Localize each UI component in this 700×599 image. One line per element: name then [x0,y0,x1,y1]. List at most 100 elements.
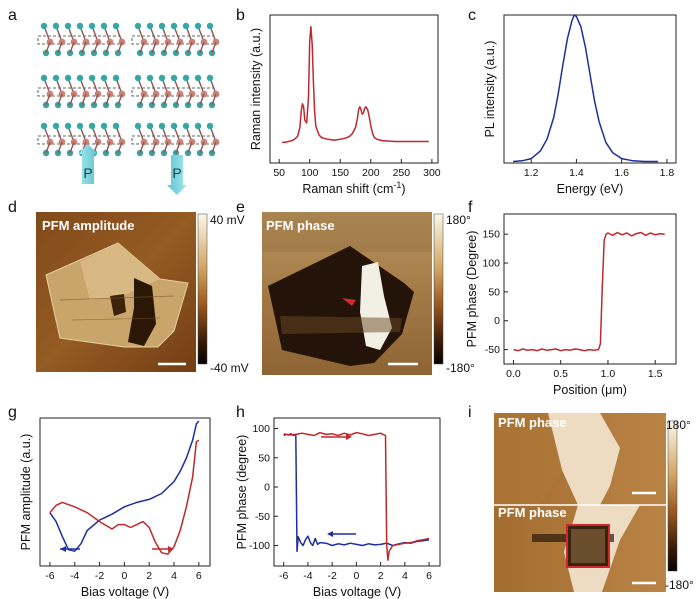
chart-g-xtick-label: 2 [146,570,152,582]
chart-h-xlabel: Bias voltage (V) [313,585,401,599]
chart-b-ylabel: Raman intensity (a.u.) [249,28,263,150]
chart-h-ytick-label: 0 [264,482,270,494]
chart-b-xlabel: Raman shift (cm-1) [302,180,405,196]
chart-g-xtick-label: -6 [45,570,54,582]
chart-f-ytick-label: 0 [494,315,500,327]
chart-h-ytick-label: -100 [249,540,270,552]
chart-f-series-0-line [513,231,665,352]
panel-label-i: i [468,404,472,421]
colorbar-i-max: 180° [666,418,691,432]
chart-f-xlabel: Position (μm) [553,383,627,397]
crystal-structure-left [37,22,126,157]
chart-h-ytick-label: -50 [255,511,270,523]
crystal-structure-right [131,22,220,157]
chart-c-xtick-label: 1.8 [660,167,675,179]
panel-label-f: f [468,199,473,216]
chart-phase-profile: 0.0 0.5 1.0 1.5 -50 0 50 100 150 Position (μm) PFM… [465,213,677,397]
chart-h-xtick-label: 4 [402,570,408,582]
sweep-arrows-g [60,546,174,552]
colorbar-d-min: -40 mV [210,361,249,375]
chart-h-series-1-line [283,431,430,561]
panel-label-h: h [236,404,245,421]
chart-b-xtick-label: 250 [393,167,411,179]
chart-h-xtick-label: -6 [279,570,288,582]
panel-label-e: e [236,199,245,216]
chart-f-ytick-label: 100 [482,258,500,270]
chart-f-xtick-label: 0.0 [506,368,521,380]
chart-g-series-0-line [49,420,200,552]
chart-h-xtick-label: 6 [426,570,432,582]
chart-h-ylabel: PFM phase (degree) [235,435,249,550]
colorbar-d-max: 40 mV [210,213,245,227]
polarization-arrow-left: P [78,144,98,184]
colorbar-e-min: -180° [446,361,475,375]
chart-h-frame [273,417,441,567]
chart-f-xtick-label: 1.5 [648,368,663,380]
chart-g-xtick-label: 4 [171,570,177,582]
polarization-label-right: P [172,165,181,181]
chart-c-frame [503,14,677,164]
panel-label-b: b [236,7,245,24]
chart-b-xtick-label: 50 [273,167,285,179]
colorbar-d: 40 mV -40 mV [197,213,249,375]
crystal-structure-illustration: P P [37,22,220,195]
polarization-label-left: P [83,165,92,181]
chart-h-xtick-label: 2 [378,570,384,582]
chart-c-ylabel: PL intensity (a.u.) [483,41,497,138]
chart-h-series-0-line [283,433,430,553]
panel-label-a: a [8,7,17,24]
chart-f-ylabel: PFM phase (Degree) [465,231,479,348]
pfm-amplitude-title: PFM amplitude [42,218,134,233]
chart-amplitude-loop: -6 -4 -2 0 2 4 6 Bias voltage (V) PFM amplitude … [19,417,211,599]
chart-h-xtick-label: -2 [327,570,336,582]
pfm-phase-title-bottom: PFM phase [498,505,567,520]
chart-f-ytick-label: -50 [485,344,500,356]
chart-g-series-1-line [49,439,200,555]
chart-c-series-0-line [513,14,658,163]
chart-f-xtick-label: 1.0 [601,368,616,380]
chart-h-xtick-label: 0 [353,570,359,582]
chart-c-xtick-label: 1.6 [614,167,629,179]
pfm-amplitude-image: PFM amplitude [36,212,196,372]
chart-g-ylabel: PFM amplitude (a.u.) [19,434,33,551]
chart-g-frame [39,417,211,567]
pfm-phase-title-top: PFM phase [498,415,567,430]
colorbar-i: 180° -180° [665,418,694,592]
pfm-phase-title: PFM phase [266,218,335,233]
chart-c-xtick-label: 1.2 [524,167,539,179]
chart-phase-loop: -6 -4 -2 0 2 4 6 -100 -50 0 50 100 Bias voltage (V) P… [235,417,441,599]
chart-c-xlabel: Energy (eV) [557,182,624,196]
colorbar-e: 180° -180° [433,213,475,375]
chart-b-xtick-label: 200 [362,167,380,179]
pfm-phase-image-top: PFM phase [494,413,666,505]
chart-g-xtick-label: 0 [121,570,127,582]
chart-f-ytick-label: 50 [488,286,500,298]
chart-b-xtick-label: 150 [331,167,349,179]
polarization-arrow-right: P [167,155,187,195]
panel-label-c: c [468,7,476,24]
chart-h-ytick-label: 100 [252,423,270,435]
chart-pl-spectrum: 1.2 1.4 1.6 1.8 Energy (eV) PL intensity (a.u… [483,14,677,196]
panel-label-d: d [8,199,17,216]
chart-g-xlabel: Bias voltage (V) [81,585,169,599]
chart-h-ytick-label: 50 [258,452,270,464]
chart-b-frame [269,14,439,164]
sweep-arrows-h [321,434,356,537]
chart-f-frame [503,213,677,365]
chart-f-xtick-label: 0.5 [553,368,568,380]
chart-f-ytick-label: 150 [482,229,500,241]
chart-b-xtick-label: 100 [301,167,319,179]
chart-g-xtick-label: -4 [70,570,79,582]
chart-c-xtick-label: 1.4 [569,167,584,179]
chart-b-xtick-label: 300 [423,167,441,179]
panel-label-g: g [8,404,17,421]
chart-g-xtick-label: -2 [95,570,104,582]
colorbar-e-max: 180° [446,213,471,227]
chart-raman-spectrum: 50 100 150 200 250 300 Raman shift (cm-1) Raman… [249,14,441,196]
pfm-phase-image: PFM phase [262,212,432,375]
pfm-phase-image-bottom: PFM phase [494,505,666,592]
chart-g-xtick-label: 6 [196,570,202,582]
chart-b-series-0-line [282,26,429,144]
colorbar-i-min: -180° [665,578,694,592]
